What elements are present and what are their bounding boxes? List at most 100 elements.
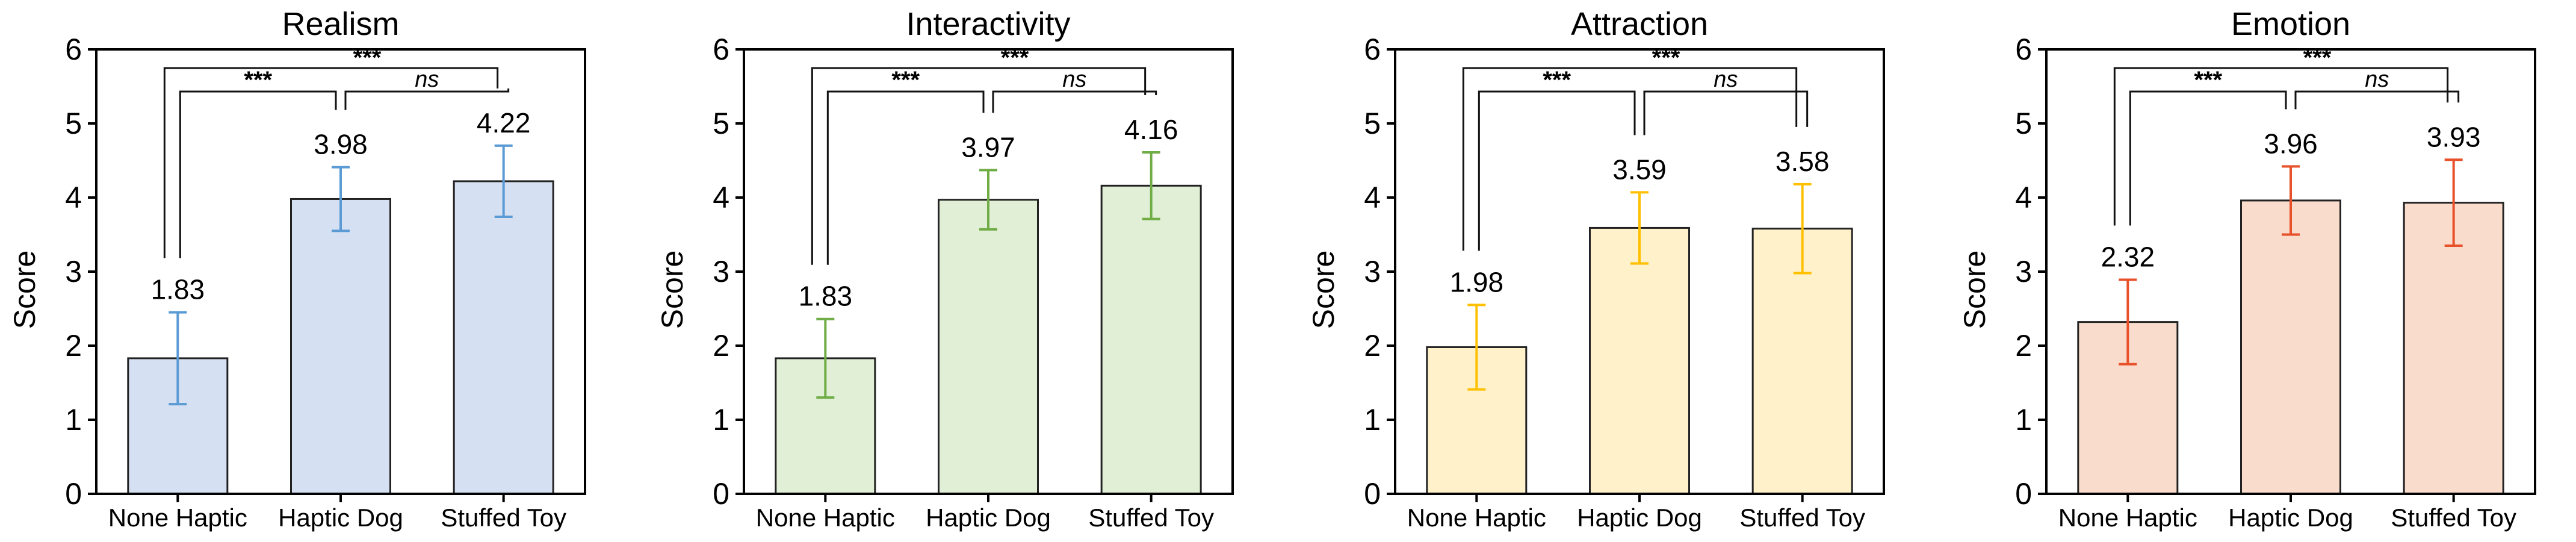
y-tick-label: 3 (2015, 255, 2032, 288)
x-tick-label: Haptic Dog (1577, 503, 1702, 532)
data-label: 4.16 (1124, 114, 1178, 145)
bar (290, 198, 391, 495)
significance-label: *** (1543, 67, 1571, 93)
y-tick-label: 5 (1364, 107, 1381, 140)
data-label: 1.98 (1450, 266, 1504, 297)
data-label: 2.32 (2101, 241, 2155, 273)
y-tick-label: 0 (713, 477, 729, 511)
bar (453, 180, 554, 495)
significance-label: ns (415, 67, 439, 92)
y-tick-label: 0 (65, 477, 82, 511)
error-bar (979, 169, 997, 231)
error-bar (2119, 278, 2137, 366)
data-label: 1.83 (799, 281, 853, 312)
significance-brackets (811, 67, 1157, 265)
y-axis-label: Score (655, 251, 689, 329)
significance-label: *** (244, 67, 272, 93)
significance-label: ns (2365, 67, 2389, 92)
x-tick-label: Haptic Dog (278, 503, 403, 532)
x-tick-label: None Haptic (108, 503, 247, 532)
y-tick-label: 1 (65, 403, 82, 437)
significance-brackets (1462, 67, 1809, 251)
bracket-dog-stuffed (992, 90, 1157, 113)
x-tick-label: None Haptic (1407, 503, 1546, 532)
data-label: 3.59 (1612, 154, 1667, 185)
data-label: 3.58 (1776, 146, 1830, 177)
x-tick-label: None Haptic (2058, 503, 2197, 532)
y-tick-label: 3 (65, 255, 82, 288)
error-bar (494, 144, 513, 218)
error-bar (1142, 151, 1160, 220)
y-tick-label: 0 (2015, 477, 2032, 511)
y-tick-label: 4 (65, 181, 82, 214)
y-tick-label: 1 (2015, 403, 2032, 437)
y-tick-label: 2 (1364, 329, 1381, 363)
error-bar (2444, 158, 2463, 247)
error-bar (1467, 304, 1486, 391)
significance-label: ns (1714, 67, 1738, 92)
x-tick-label: Stuffed Toy (2391, 503, 2516, 532)
chart-title: Realism (282, 6, 399, 42)
bar (2240, 199, 2341, 495)
x-tick-label: Haptic Dog (2228, 503, 2353, 532)
significance-brackets (2113, 67, 2460, 226)
bar (938, 199, 1039, 495)
bracket-none-stuffed (163, 67, 499, 258)
bracket-dog-stuffed (2294, 90, 2460, 110)
y-tick-label: 5 (713, 107, 729, 140)
bracket-none-dog (179, 90, 337, 258)
y-tick-label: 5 (2015, 107, 2032, 140)
bracket-dog-stuffed (344, 88, 510, 110)
x-tick-label: Stuffed Toy (441, 503, 566, 532)
bar (1100, 184, 1202, 495)
y-tick-label: 5 (65, 107, 82, 140)
chart-title: Emotion (2231, 6, 2350, 42)
bracket-none-stuffed (1462, 67, 1798, 251)
y-tick-label: 4 (2015, 181, 2032, 214)
y-tick-label: 4 (713, 181, 729, 214)
x-tick-label: Stuffed Toy (1088, 503, 1214, 532)
error-bar (2282, 165, 2300, 236)
y-axis-label: Score (1958, 251, 1992, 329)
bracket-none-stuffed (2113, 67, 2449, 226)
data-label: 3.93 (2427, 121, 2481, 152)
significance-label: ns (1062, 67, 1086, 92)
y-tick-label: 2 (2015, 329, 2032, 363)
y-tick-label: 3 (1364, 255, 1381, 288)
data-label: 3.98 (314, 129, 368, 160)
y-tick-label: 1 (713, 403, 729, 437)
data-label: 4.22 (477, 107, 531, 139)
bracket-none-dog (1478, 90, 1636, 251)
data-label: 3.97 (961, 131, 1015, 163)
y-tick-label: 6 (2015, 33, 2032, 66)
y-axis-label: Score (1307, 251, 1340, 329)
error-bar (816, 317, 835, 399)
y-tick-label: 2 (65, 329, 82, 363)
y-tick-label: 0 (1364, 477, 1381, 511)
x-tick-label: Haptic Dog (926, 503, 1051, 532)
data-label: 1.83 (151, 274, 205, 305)
y-axis-label: Score (8, 251, 42, 329)
chart-title: Interactivity (906, 6, 1070, 42)
chart-title: Attraction (1571, 6, 1708, 42)
x-tick-label: Stuffed Toy (1739, 503, 1865, 532)
error-bar (169, 311, 187, 406)
bracket-dog-stuffed (1643, 90, 1809, 136)
bar (1589, 226, 1690, 495)
significance-brackets (163, 67, 510, 258)
significance-label: *** (891, 67, 920, 93)
significance-label: *** (2194, 67, 2222, 93)
y-tick-label: 6 (65, 33, 82, 66)
bracket-none-dog (826, 90, 985, 265)
x-tick-label: None Haptic (756, 503, 895, 532)
y-tick-label: 6 (1364, 33, 1381, 66)
error-bar (332, 166, 350, 232)
y-tick-label: 6 (713, 33, 729, 66)
error-bar (1630, 191, 1649, 265)
bracket-none-dog (2129, 90, 2287, 226)
